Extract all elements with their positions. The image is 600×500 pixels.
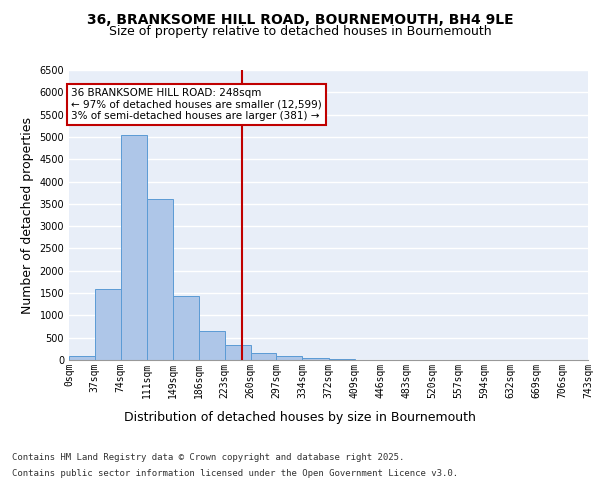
Bar bbox=[146, 200, 173, 360]
Bar bbox=[225, 346, 251, 360]
Bar bbox=[69, 356, 95, 360]
Y-axis label: Number of detached properties: Number of detached properties bbox=[21, 116, 34, 314]
Text: Size of property relative to detached houses in Bournemouth: Size of property relative to detached ho… bbox=[109, 25, 491, 38]
Bar bbox=[329, 359, 355, 360]
Bar bbox=[199, 331, 225, 360]
Bar bbox=[302, 358, 329, 360]
Text: Contains public sector information licensed under the Open Government Licence v3: Contains public sector information licen… bbox=[12, 468, 458, 477]
Text: Contains HM Land Registry data © Crown copyright and database right 2025.: Contains HM Land Registry data © Crown c… bbox=[12, 454, 404, 462]
Text: 36, BRANKSOME HILL ROAD, BOURNEMOUTH, BH4 9LE: 36, BRANKSOME HILL ROAD, BOURNEMOUTH, BH… bbox=[86, 12, 514, 26]
Bar bbox=[121, 134, 146, 360]
Text: 36 BRANKSOME HILL ROAD: 248sqm
← 97% of detached houses are smaller (12,599)
3% : 36 BRANKSOME HILL ROAD: 248sqm ← 97% of … bbox=[71, 88, 322, 121]
Bar bbox=[173, 296, 199, 360]
Bar bbox=[277, 356, 302, 360]
Bar bbox=[95, 288, 121, 360]
Text: Distribution of detached houses by size in Bournemouth: Distribution of detached houses by size … bbox=[124, 411, 476, 424]
Bar bbox=[251, 353, 277, 360]
